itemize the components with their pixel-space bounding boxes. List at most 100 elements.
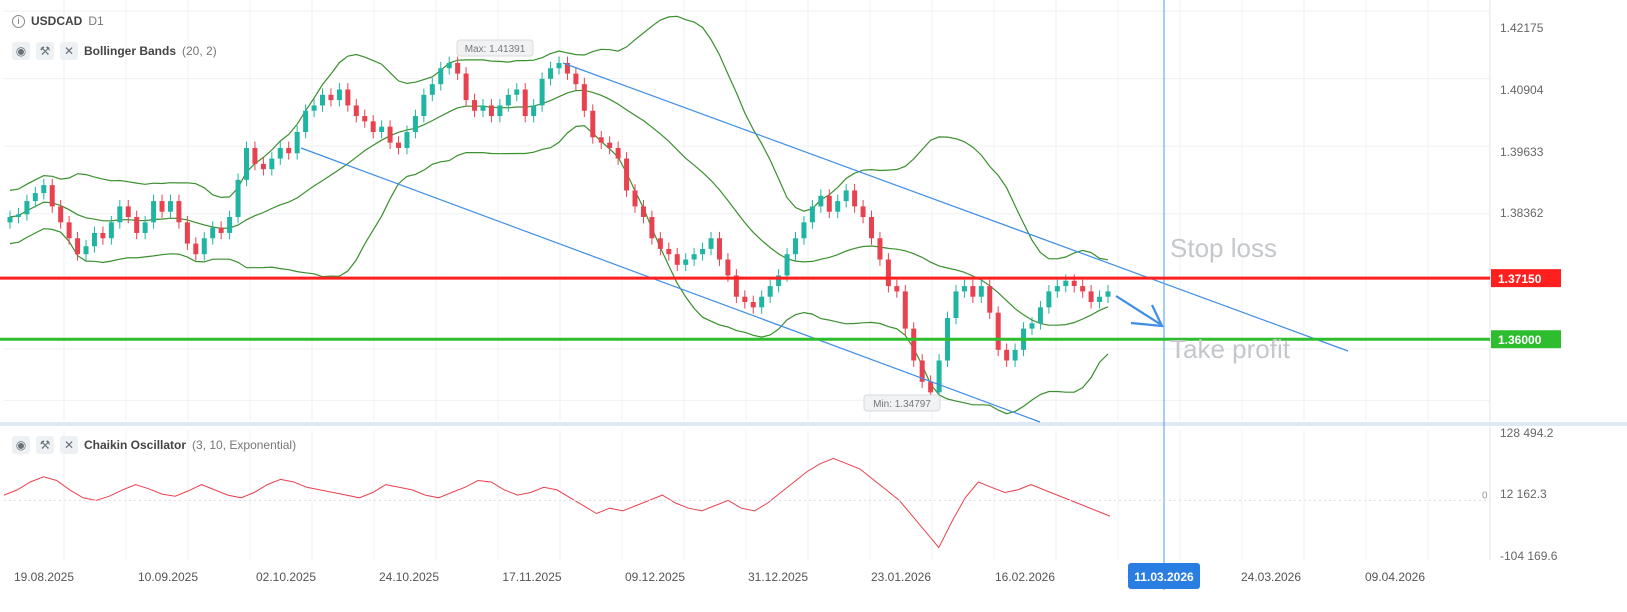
candle-body [15,214,21,218]
close-icon[interactable]: ✕ [60,42,78,60]
candle-body [235,179,241,218]
candle-body [184,222,190,244]
candle-body [1037,307,1043,324]
candle-body [463,73,469,101]
candle-body [142,222,148,233]
candle-body [201,238,207,255]
osc-tick-label: -104 169.6 [1500,549,1558,563]
candle-body [860,206,866,218]
candle-body [396,142,402,148]
target-arrow-head [1130,304,1164,328]
bollinger-params: (20, 2) [182,44,217,58]
candle-body [1054,286,1060,292]
candle-body [159,201,165,212]
candle-body [835,201,841,212]
candle-body [362,116,368,122]
candle-body [936,360,942,393]
candle-body [911,328,917,361]
candle-body [41,185,47,194]
chaikin-line [3,457,1111,549]
take-profit-label: Take profit [1170,334,1291,364]
wrench-icon[interactable]: ⚒ [36,436,54,454]
candle-body [58,206,64,223]
candle-body [852,190,858,207]
eye-icon[interactable]: ◉ [12,436,30,454]
candle-body [674,254,680,265]
candle-body [134,217,140,233]
close-icon[interactable]: ✕ [60,436,78,454]
candle-body [615,147,621,159]
candle-body [269,158,275,170]
candle-body [716,238,722,260]
candle-body [455,62,461,74]
candle-body [649,217,655,239]
candle-body [151,201,157,223]
price-tick-label: 1.38362 [1500,206,1544,220]
wrench-icon[interactable]: ⚒ [36,42,54,60]
candle-body [387,126,393,143]
candle-body [733,275,739,297]
candle-body [522,89,528,117]
chaikin-params: (3, 10, Exponential) [192,438,297,452]
candle-body [497,105,503,117]
candle-body [303,110,309,132]
candle-body [818,195,824,207]
stop-loss-price: 1.37150 [1498,272,1542,286]
date-tick-label: 24.10.2025 [379,570,439,584]
candle-body [1029,323,1035,329]
candle-body [1012,349,1018,361]
candle-body [320,94,326,106]
candle-body [987,286,993,313]
candle-body [640,206,646,218]
bollinger-middle-band [9,89,1109,326]
candle-body [767,286,773,297]
pane-separator [0,422,1627,426]
bollinger-lower-band [9,124,1109,415]
candle-body [869,217,875,239]
candle-body [894,286,900,292]
candle-body [759,296,765,308]
candle-body [843,190,849,202]
candle-body [277,147,283,159]
max-label-box [456,39,534,57]
bollinger-upper-band [9,15,1109,261]
candle-body [725,259,731,276]
chaikin-zero-label: 0 [1482,490,1488,501]
date-tick-label: 17.11.2025 [502,570,561,584]
candle-body [1105,291,1111,297]
candle-body [1071,280,1077,287]
candle-body [1063,280,1069,287]
eye-icon[interactable]: ◉ [12,42,30,60]
timeframe-label: D1 [88,14,104,28]
candle-body [953,291,959,318]
candle-body [1097,296,1103,303]
date-tick-label: 09.12.2025 [625,570,685,584]
candle-body [83,246,89,255]
candle-body [218,227,224,233]
current-date-label: 11.03.2026 [1134,570,1194,584]
candle-body [877,238,883,260]
candle-body [826,195,832,212]
candle-body [978,286,984,297]
osc-tick-label: 128 494.2 [1500,426,1554,440]
info-icon[interactable]: i [12,14,25,28]
candle-body [438,68,444,85]
candle-body [260,163,266,170]
candle-body [700,248,706,255]
candle-body [227,217,233,233]
candle-body [446,62,452,69]
symbol-label: USDCAD [31,14,83,28]
candle-body [564,62,570,74]
candle-body [531,105,537,117]
candle-body [294,131,300,154]
candle-body [243,147,249,180]
candle-body [32,193,38,202]
candle-body [784,254,790,276]
date-tick-label: 02.10.2025 [256,570,316,584]
candle-body [49,185,55,207]
stop-loss-price-badge [1491,269,1561,288]
candle-body [598,137,604,143]
candle-body [252,147,258,164]
candle-body [657,238,663,249]
